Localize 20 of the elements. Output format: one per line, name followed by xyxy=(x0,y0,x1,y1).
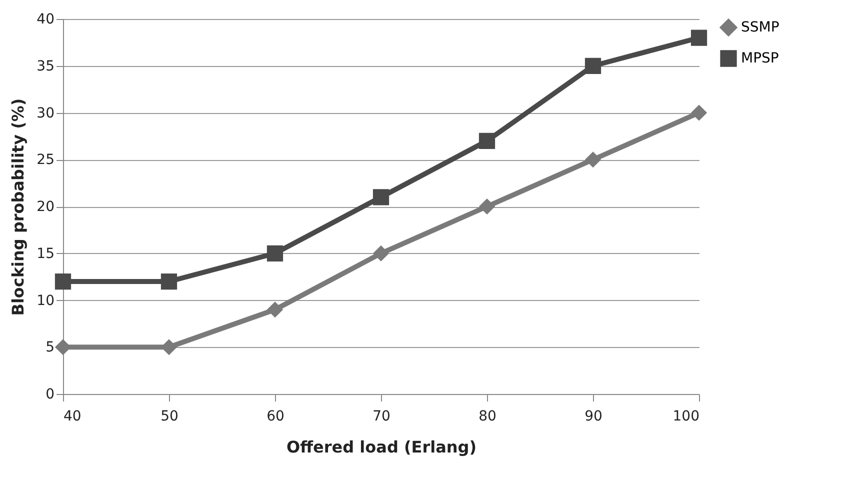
x-tick-label: 60 xyxy=(266,408,284,424)
legend-label: SSMP xyxy=(741,20,780,36)
y-tick-label: 25 xyxy=(36,152,54,168)
y-tick-label: 0 xyxy=(46,386,54,402)
x-axis-title: Offered load (Erlang) xyxy=(286,438,477,456)
y-tick-label: 10 xyxy=(36,292,54,309)
x-tick-label: 50 xyxy=(160,408,178,424)
y-tick-label: 15 xyxy=(36,246,54,262)
x-tick-label: 90 xyxy=(584,408,602,424)
y-tick-label: 35 xyxy=(36,58,54,74)
y-tick-label: 40 xyxy=(36,12,54,28)
y-axis-title: Blocking probability (%) xyxy=(8,98,28,316)
x-tick-label: 80 xyxy=(478,408,496,424)
x-tick-label: 100 xyxy=(672,408,700,424)
y-tick-label: 5 xyxy=(46,340,54,356)
legend-label: MPSP xyxy=(741,50,779,66)
y-tick-label: 30 xyxy=(36,105,54,122)
x-tick-label: 40 xyxy=(64,408,82,424)
y-tick-label: 20 xyxy=(36,199,54,215)
x-tick-label: 70 xyxy=(372,408,390,424)
